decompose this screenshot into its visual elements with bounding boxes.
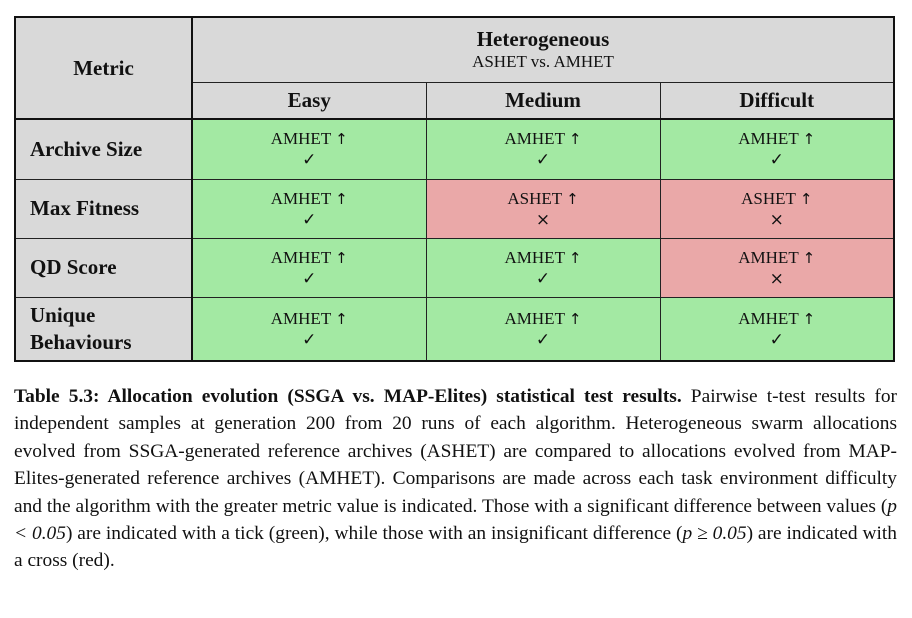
winner-line: AMHET ↑ bbox=[427, 128, 660, 150]
significant-result-cell: AMHET ↑ ✓ bbox=[191, 118, 427, 180]
winner-line: AMHET ↑ bbox=[193, 128, 426, 150]
winner-algorithm: AMHET bbox=[270, 247, 331, 267]
caption-math-2: p ≥ 0.05 bbox=[682, 523, 747, 545]
up-arrow-icon: ↑ bbox=[799, 189, 813, 208]
group-title: Heterogeneous bbox=[476, 26, 610, 51]
difficulty-header-easy: Easy bbox=[191, 81, 427, 120]
tick-icon: ✓ bbox=[535, 268, 551, 289]
significant-result-cell: AMHET ↑ ✓ bbox=[425, 296, 661, 362]
up-arrow-icon: ↑ bbox=[335, 248, 348, 267]
difficulty-header-difficult: Difficult bbox=[659, 81, 895, 120]
significant-result-cell: AMHET ↑ ✓ bbox=[191, 178, 427, 239]
row-metric-label: Max Fitness bbox=[14, 178, 193, 239]
insignificant-result-cell: ASHET ↑ × bbox=[659, 178, 895, 239]
winner-line: AMHET ↑ bbox=[427, 308, 660, 330]
cross-icon: × bbox=[769, 209, 784, 230]
cross-icon: × bbox=[769, 268, 784, 289]
insignificant-result-cell: AMHET ↑ × bbox=[659, 237, 895, 298]
tick-icon: ✓ bbox=[302, 150, 317, 171]
significant-result-cell: AMHET ↑ ✓ bbox=[659, 118, 895, 180]
significant-result-cell: AMHET ↑ ✓ bbox=[191, 296, 427, 362]
up-arrow-icon: ↑ bbox=[335, 130, 348, 149]
table-row: QD Score AMHET ↑ ✓ AMHET ↑ ✓ AMHET ↑ × bbox=[14, 237, 895, 298]
caption-label: Table 5.3: Allocation evolution (SSGA vs… bbox=[14, 386, 682, 407]
winner-algorithm: AMHET bbox=[504, 308, 565, 328]
tick-icon: ✓ bbox=[302, 268, 317, 289]
table-row: Archive Size AMHET ↑ ✓ AMHET ↑ ✓ AMHET ↑ ✓ bbox=[14, 118, 895, 180]
tick-icon: ✓ bbox=[769, 329, 784, 350]
winner-algorithm: AMHET bbox=[270, 308, 331, 328]
caption-text-2: ) are indicated with a tick (green), whi… bbox=[65, 523, 683, 545]
metric-label-line: Unique bbox=[30, 302, 96, 327]
metric-label-line: Archive Size bbox=[30, 136, 143, 161]
metric-label-line: Behaviours bbox=[30, 329, 132, 354]
winner-algorithm: AMHET bbox=[504, 129, 565, 149]
winner-line: AMHET ↑ bbox=[427, 247, 660, 269]
up-arrow-icon: ↑ bbox=[335, 309, 348, 328]
tick-icon: ✓ bbox=[302, 209, 317, 230]
winner-line: AMHET ↑ bbox=[661, 247, 894, 269]
winner-algorithm: AMHET bbox=[270, 129, 331, 149]
winner-line: AMHET ↑ bbox=[193, 308, 426, 330]
up-arrow-icon: ↑ bbox=[802, 248, 816, 267]
winner-algorithm: AMHET bbox=[738, 247, 799, 267]
table-row: Max Fitness AMHET ↑ ✓ ASHET ↑ × ASHET ↑ × bbox=[14, 178, 895, 239]
up-arrow-icon: ↑ bbox=[568, 248, 582, 267]
winner-algorithm: AMHET bbox=[504, 247, 565, 267]
metric-header: Metric bbox=[14, 16, 193, 120]
group-subtitle: ASHET vs. AMHET bbox=[472, 51, 614, 71]
winner-algorithm: AMHET bbox=[738, 308, 799, 328]
winner-line: AMHET ↑ bbox=[193, 247, 426, 269]
winner-line: ASHET ↑ bbox=[427, 188, 660, 210]
insignificant-result-cell: ASHET ↑ × bbox=[425, 178, 661, 239]
up-arrow-icon: ↑ bbox=[802, 130, 816, 149]
table-row: Unique Behaviours AMHET ↑ ✓ AMHET ↑ ✓ AMHET ↑ ✓ bbox=[14, 296, 895, 362]
metric-label-line: Max Fitness bbox=[30, 196, 140, 220]
group-header: Heterogeneous ASHET vs. AMHET bbox=[191, 16, 895, 83]
difficulty-header-medium: Medium bbox=[425, 81, 661, 120]
caption-text-1: Pairwise t-test results for independent … bbox=[14, 386, 897, 517]
winner-line: AMHET ↑ bbox=[661, 308, 894, 330]
winner-algorithm: AMHET bbox=[738, 129, 799, 149]
winner-line: AMHET ↑ bbox=[193, 188, 426, 210]
up-arrow-icon: ↑ bbox=[802, 309, 816, 328]
metric-label-line: QD Score bbox=[30, 255, 117, 279]
tick-icon: ✓ bbox=[535, 150, 551, 171]
tick-icon: ✓ bbox=[302, 329, 317, 350]
tick-icon: ✓ bbox=[769, 150, 784, 171]
row-metric-label: QD Score bbox=[14, 237, 193, 298]
up-arrow-icon: ↑ bbox=[335, 189, 348, 208]
up-arrow-icon: ↑ bbox=[566, 189, 579, 208]
winner-line: ASHET ↑ bbox=[661, 188, 894, 210]
results-table: Metric Heterogeneous ASHET vs. AMHET Eas… bbox=[14, 16, 895, 362]
tick-icon: ✓ bbox=[535, 329, 551, 350]
significant-result-cell: AMHET ↑ ✓ bbox=[659, 296, 895, 362]
up-arrow-icon: ↑ bbox=[568, 309, 582, 328]
significant-result-cell: AMHET ↑ ✓ bbox=[191, 237, 427, 298]
row-metric-label: Unique Behaviours bbox=[14, 296, 193, 362]
significant-result-cell: AMHET ↑ ✓ bbox=[425, 118, 661, 180]
caption-math-1: p < 0.05 bbox=[14, 495, 897, 545]
significant-result-cell: AMHET ↑ ✓ bbox=[425, 237, 661, 298]
winner-algorithm: AMHET bbox=[270, 188, 331, 208]
winner-algorithm: ASHET bbox=[741, 188, 796, 208]
table-caption: Table 5.3: Allocation evolution (SSGA vs… bbox=[14, 383, 897, 575]
up-arrow-icon: ↑ bbox=[568, 130, 582, 149]
winner-line: AMHET ↑ bbox=[661, 128, 894, 150]
winner-algorithm: ASHET bbox=[507, 188, 562, 208]
cross-icon: × bbox=[535, 209, 551, 230]
caption-text-3: ) are indicated with a cross (red). bbox=[14, 523, 897, 572]
row-metric-label: Archive Size bbox=[14, 118, 193, 180]
